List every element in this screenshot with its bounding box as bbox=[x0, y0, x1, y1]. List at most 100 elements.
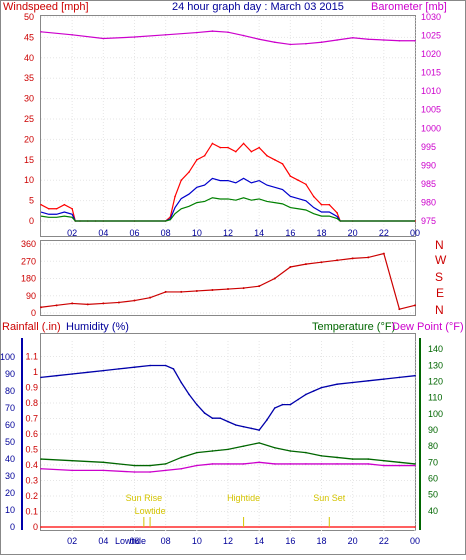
humidity-x-tick-label: 04 bbox=[98, 536, 108, 546]
barometer-tick-label: 995 bbox=[421, 142, 436, 152]
humidity-point bbox=[336, 383, 338, 386]
barometer-point bbox=[133, 36, 136, 38]
barometer-point bbox=[164, 34, 167, 36]
rainfall-axis-title: Rainfall (.in) bbox=[2, 321, 61, 333]
direction-point bbox=[398, 308, 401, 311]
humidity-tick-label: 50 bbox=[5, 437, 15, 447]
humidity-point bbox=[320, 386, 323, 389]
dewpoint-point bbox=[336, 463, 338, 465]
temperature-point bbox=[242, 445, 245, 447]
barometer-point bbox=[289, 43, 292, 46]
humidity-tick-label: 80 bbox=[5, 386, 15, 396]
rainfall-tick-label: 0.9 bbox=[25, 383, 38, 393]
temperature-point bbox=[196, 451, 198, 454]
wind-x-tick-label: 00 bbox=[410, 228, 420, 238]
bottom-lowtide-label: Lowtide bbox=[115, 536, 146, 546]
dewpoint-point bbox=[149, 471, 151, 473]
barometer-point bbox=[383, 39, 385, 41]
windspeed-point bbox=[258, 146, 260, 149]
temperature-tick-label: 90 bbox=[428, 425, 438, 435]
humidity-point bbox=[250, 427, 253, 430]
windspeed-point bbox=[328, 203, 331, 206]
humidity-point bbox=[149, 364, 151, 367]
dewpoint-point bbox=[71, 469, 73, 472]
barometer-point bbox=[305, 42, 307, 45]
temperature-axis-title: Temperature (°F) bbox=[312, 321, 395, 333]
barometer-point bbox=[242, 34, 245, 37]
direction-point bbox=[133, 299, 136, 302]
humidity-x-tick-label: 22 bbox=[379, 536, 389, 546]
barometer-point bbox=[351, 36, 354, 39]
windspeed-point bbox=[203, 154, 206, 157]
barometer-point bbox=[336, 39, 338, 41]
windspeed-point bbox=[250, 150, 253, 153]
dewpoint-series-line bbox=[40, 461, 415, 473]
wind-tick-label: 50 bbox=[24, 12, 34, 22]
windspeed-point bbox=[188, 171, 190, 173]
barometer-tick-label: 975 bbox=[421, 216, 436, 226]
humidity-axis-title: Humidity (%) bbox=[66, 321, 129, 333]
wind-tick-label: 25 bbox=[24, 114, 34, 124]
windspeed-point bbox=[196, 159, 198, 161]
windspeed-point bbox=[40, 203, 42, 206]
barometer-tick-label: 1025 bbox=[421, 31, 441, 41]
humidity-point bbox=[55, 374, 58, 377]
humidity-point bbox=[297, 398, 299, 401]
humidity-point bbox=[383, 378, 385, 380]
direction-point bbox=[180, 290, 183, 293]
direction-tick-label: 180 bbox=[21, 274, 36, 284]
windspeed-point bbox=[63, 203, 66, 206]
humidity-tick-label: 100 bbox=[0, 352, 15, 362]
rainfall-tick-label: 0.2 bbox=[25, 491, 38, 501]
wind-tick-label: 15 bbox=[24, 155, 34, 165]
rainfall-tick-label: 0.6 bbox=[25, 429, 38, 439]
wind-x-tick-label: 18 bbox=[316, 228, 326, 238]
temperature-point bbox=[273, 446, 276, 449]
temperature-point bbox=[367, 458, 370, 460]
dewpoint-point bbox=[367, 463, 370, 465]
dewpoint-point bbox=[180, 467, 183, 470]
dewpoint-point bbox=[211, 463, 214, 465]
temperature-point bbox=[180, 456, 183, 459]
wind-x-tick-label: 16 bbox=[285, 228, 295, 238]
direction-point bbox=[273, 277, 276, 280]
humidity-tick-label: 70 bbox=[5, 403, 15, 413]
wind-x-tick-label: 14 bbox=[254, 228, 264, 238]
direction-tick-label: 90 bbox=[26, 291, 36, 301]
wind-x-tick-label: 12 bbox=[223, 228, 233, 238]
temperature-tick-label: 110 bbox=[428, 393, 442, 403]
series-layer bbox=[40, 30, 416, 528]
dewpoint-point bbox=[305, 463, 307, 465]
windspeed-point bbox=[174, 195, 176, 198]
windspeed-point bbox=[71, 207, 73, 210]
direction-point bbox=[71, 302, 74, 305]
event-label: Lowtide bbox=[135, 506, 166, 516]
barometer-tick-label: 1030 bbox=[421, 12, 441, 22]
humidity-tick-label: 40 bbox=[5, 454, 15, 464]
dewpoint-point bbox=[133, 471, 136, 473]
barometer-tick-label: 1005 bbox=[421, 105, 441, 115]
temperature-point bbox=[164, 463, 167, 465]
barometer-point bbox=[320, 41, 323, 44]
rainfall-tick-label: 1.1 bbox=[25, 352, 38, 362]
humidity-point bbox=[281, 403, 284, 406]
temperature-tick-label: 80 bbox=[428, 441, 438, 451]
wind-tick-label: 0 bbox=[29, 216, 34, 226]
humidity-point bbox=[414, 374, 416, 377]
direction-labels: N W S E N bbox=[435, 238, 447, 317]
tick-label-layer: 0510152025303540455097598098599099510001… bbox=[0, 12, 443, 546]
windspeed-point bbox=[281, 163, 284, 165]
direction-point bbox=[351, 257, 354, 260]
humidity-point bbox=[164, 364, 167, 367]
temperature-point bbox=[71, 459, 73, 462]
direction-point bbox=[320, 261, 323, 264]
wind-tick-label: 30 bbox=[24, 94, 34, 104]
humidity-point bbox=[305, 393, 307, 396]
humidity-point bbox=[86, 371, 89, 374]
barometer-tick-label: 980 bbox=[421, 197, 436, 207]
direction-point bbox=[195, 289, 198, 292]
temperature-point bbox=[336, 456, 338, 459]
humidity-point bbox=[180, 381, 183, 384]
windspeed-point bbox=[336, 212, 338, 214]
